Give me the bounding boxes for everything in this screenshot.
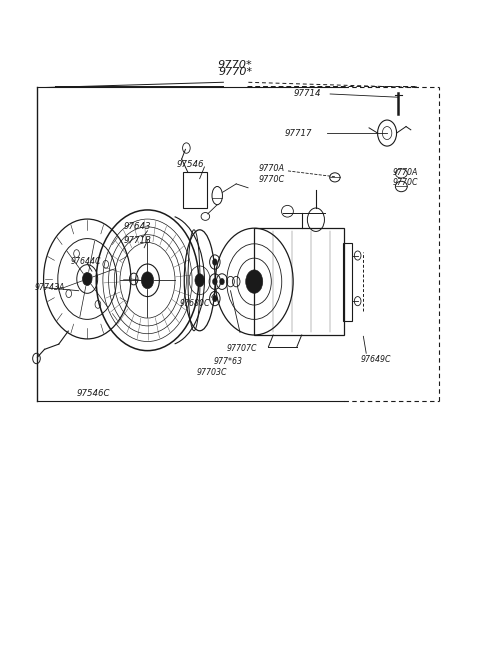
Circle shape	[219, 279, 224, 285]
Text: 97546C: 97546C	[77, 389, 110, 398]
Circle shape	[141, 272, 154, 289]
Circle shape	[213, 259, 217, 265]
Circle shape	[195, 274, 204, 287]
Text: 9770C: 9770C	[393, 178, 418, 187]
Bar	[254, 228, 344, 335]
Circle shape	[246, 270, 263, 293]
Text: 97546: 97546	[177, 160, 204, 169]
Circle shape	[213, 279, 217, 285]
Text: 9770C: 9770C	[259, 175, 285, 185]
Text: 9770A: 9770A	[393, 168, 418, 177]
Text: 9770*: 9770*	[218, 60, 252, 70]
Text: 9771B: 9771B	[124, 236, 152, 245]
Text: 97643: 97643	[124, 222, 151, 231]
Text: 97707C: 97707C	[227, 344, 257, 353]
Text: 97714: 97714	[294, 89, 322, 99]
Text: 9770*: 9770*	[218, 68, 252, 78]
Bar	[183, 172, 207, 208]
Bar	[343, 242, 352, 321]
Text: 97743A: 97743A	[35, 283, 65, 292]
Text: 97649C: 97649C	[361, 355, 392, 364]
Text: 97703C: 97703C	[196, 369, 227, 377]
Text: 97644C: 97644C	[71, 257, 101, 266]
Circle shape	[213, 295, 217, 302]
Text: 977*63: 977*63	[214, 357, 242, 365]
Text: 97680C: 97680C	[180, 299, 210, 308]
Circle shape	[83, 273, 92, 286]
Text: 97717: 97717	[285, 129, 312, 137]
Text: 9770A: 9770A	[259, 164, 285, 173]
